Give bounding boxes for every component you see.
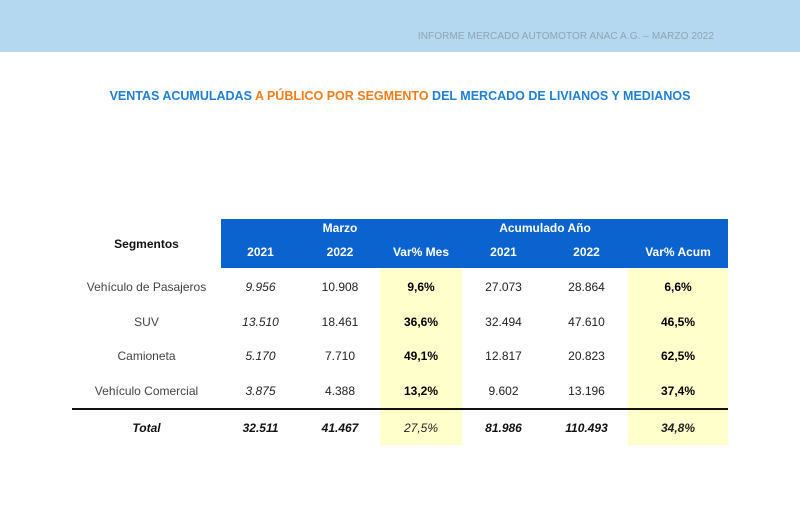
table-cell: 27.073 — [485, 280, 522, 294]
table-cell: 6,6% — [664, 280, 692, 294]
column-header: Var% Acum — [645, 245, 711, 259]
total-cell: 41.467 — [321, 421, 359, 435]
group-header-acumulado: Acumulado Año — [499, 221, 591, 235]
table-cell: 46,5% — [660, 315, 696, 329]
table-cell: 47.610 — [568, 315, 605, 329]
table-cell: 36,6% — [403, 315, 439, 329]
row-segment: Vehículo de Pasajeros — [86, 280, 207, 294]
total-label: Total — [132, 421, 161, 435]
total-cell: 27,5% — [403, 421, 439, 435]
table-cell: 9,6% — [407, 280, 435, 294]
table-cell: 49,1% — [403, 349, 439, 363]
table-cell: 20.823 — [568, 349, 605, 363]
group-header-marzo: Marzo — [322, 221, 358, 235]
table-cell: 62,5% — [660, 349, 696, 363]
var-mes-highlight — [380, 268, 462, 445]
column-header: 2022 — [573, 245, 600, 259]
table-cell: 13.510 — [242, 315, 279, 329]
total-cell: 34,8% — [660, 421, 696, 435]
row-segment: SUV — [134, 315, 159, 329]
var-acum-highlight — [628, 268, 728, 445]
total-cell: 32.511 — [242, 421, 279, 435]
header-band: INFORME MERCADO AUTOMOTOR ANAC A.G. – MA… — [0, 0, 800, 52]
total-divider — [72, 408, 728, 410]
table-cell: 13.196 — [568, 384, 605, 398]
table-cell: 28.864 — [568, 280, 605, 294]
page-title: VENTAS ACUMULADAS A PÚBLICO POR SEGMENTO… — [109, 89, 691, 103]
table-cell: 9.956 — [245, 280, 276, 294]
table-cell: 4.388 — [324, 384, 356, 398]
segment-header: Segmentos — [114, 237, 179, 251]
column-header: 2021 — [247, 245, 274, 259]
column-header: Var% Mes — [392, 245, 450, 259]
table-cell: 3.875 — [245, 384, 276, 398]
row-segment: Vehículo Comercial — [94, 384, 199, 398]
table-cell: 18.461 — [321, 315, 359, 329]
row-segment: Camioneta — [117, 349, 176, 363]
table-cell: 9.602 — [488, 384, 519, 398]
table-cell: 5.170 — [245, 349, 276, 363]
table-cell: 13,2% — [403, 384, 439, 398]
column-header: 2022 — [326, 245, 354, 259]
table-cell: 10.908 — [321, 280, 359, 294]
table-cell: 7.710 — [324, 349, 356, 363]
total-cell: 110.493 — [565, 421, 608, 435]
table-header — [221, 219, 728, 268]
table-cell: 12.817 — [485, 349, 522, 363]
table-cell: 37,4% — [660, 384, 696, 398]
table-cell: 32.494 — [485, 315, 522, 329]
total-cell: 81.986 — [485, 421, 522, 435]
column-header: 2021 — [490, 245, 517, 259]
report-header: INFORME MERCADO AUTOMOTOR ANAC A.G. – MA… — [417, 31, 714, 42]
